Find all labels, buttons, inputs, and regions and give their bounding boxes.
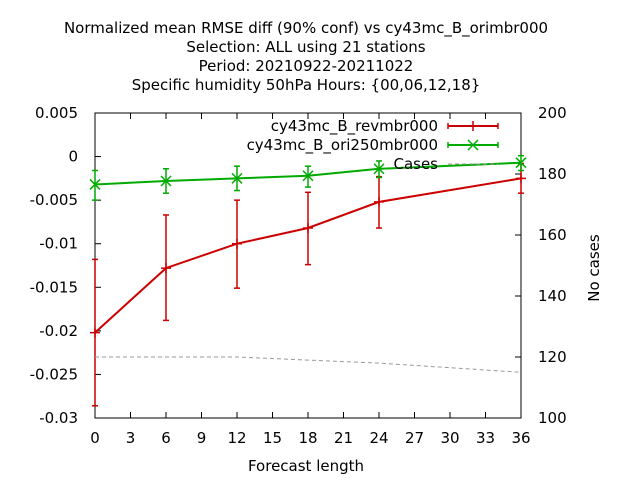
legend-label: cy43mc_B_revmbr000: [271, 117, 438, 136]
data-point: [160, 175, 172, 187]
x-tick-label: 21: [334, 429, 353, 447]
x-tick-label: 24: [369, 429, 388, 447]
x-tick-label: 33: [476, 429, 495, 447]
series-0: [90, 162, 526, 407]
data-point: [232, 238, 242, 249]
x-tick-label: 27: [405, 429, 424, 447]
y-tick-label: -0.025: [30, 365, 78, 383]
x-tick-label: 12: [227, 429, 246, 447]
series-line: [94, 177, 522, 334]
y2-tick-label: 160: [538, 226, 567, 244]
data-point: [373, 163, 385, 175]
y-tick-label: 0.005: [35, 104, 78, 122]
data-point: [374, 196, 384, 207]
plot-frame: [94, 112, 522, 419]
x-tick-label: 0: [90, 429, 100, 447]
y2-tick-label: 120: [538, 348, 567, 366]
y-tick-label: -0.015: [30, 278, 78, 296]
x-axis-label: Forecast length: [248, 457, 364, 475]
x-tick-label: 3: [126, 429, 136, 447]
series-layer: [89, 154, 527, 407]
legend-label: cy43mc_B_ori250mbr000: [247, 136, 438, 155]
legend-marker: [468, 121, 478, 131]
chart-title: Normalized mean RMSE diff (90% conf) vs …: [64, 19, 548, 94]
y-tick-label: -0.01: [39, 235, 78, 253]
series-line: [95, 356, 522, 373]
series-1: [89, 154, 527, 201]
y2-axis-label: No cases: [585, 234, 603, 302]
x-tick-label: 15: [263, 429, 282, 447]
y-tick-label: 0: [68, 148, 78, 166]
y2-tick-label: 200: [538, 104, 567, 122]
data-point: [90, 327, 100, 338]
y-tick-label: -0.005: [30, 191, 78, 209]
data-point: [303, 223, 313, 234]
y-tick-label: -0.03: [39, 409, 78, 427]
data-point: [161, 263, 171, 274]
x-tick-label: 6: [161, 429, 171, 447]
y2-tick-label: 140: [538, 287, 567, 305]
title-line-1: Selection: ALL using 21 stations: [186, 38, 425, 56]
y2-tick-label: 100: [538, 409, 567, 427]
x-axis-ticks: 0 3 6 9 12 15 18 21 24 27 30 33 36: [90, 113, 531, 447]
series-2: [95, 356, 522, 373]
series-line: [94, 161, 522, 186]
y-axis-ticks: 0.005 0 -0.005 -0.01 -0.015 -0.02 -0.025 -0.03: [30, 104, 101, 427]
data-point: [515, 157, 527, 169]
data-point: [231, 172, 243, 184]
x-tick-label: 9: [197, 429, 207, 447]
x-tick-label: 18: [298, 429, 317, 447]
y-tick-label: -0.02: [39, 322, 78, 340]
x-tick-label: 36: [511, 429, 530, 447]
legend: cy43mc_B_revmbr000cy43mc_B_ori250mbr000C…: [247, 117, 499, 173]
data-point: [302, 170, 314, 182]
x-tick-label: 30: [440, 429, 459, 447]
y2-axis-ticks: 200 180 160 140 120 100: [515, 104, 567, 427]
data-point: [89, 178, 101, 190]
data-point: [516, 173, 526, 184]
title-line-2: Period: 20210922-20211022: [199, 57, 414, 75]
legend-label: Cases: [393, 155, 438, 173]
y2-tick-label: 180: [538, 165, 567, 183]
legend-marker: [467, 139, 479, 151]
title-line-0: Normalized mean RMSE diff (90% conf) vs …: [64, 19, 548, 38]
title-line-3: Specific humidity 50hPa Hours: {00,06,12…: [132, 76, 481, 94]
plot-border: [94, 112, 522, 419]
